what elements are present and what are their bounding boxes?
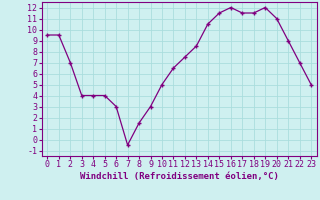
X-axis label: Windchill (Refroidissement éolien,°C): Windchill (Refroidissement éolien,°C) [80,172,279,181]
